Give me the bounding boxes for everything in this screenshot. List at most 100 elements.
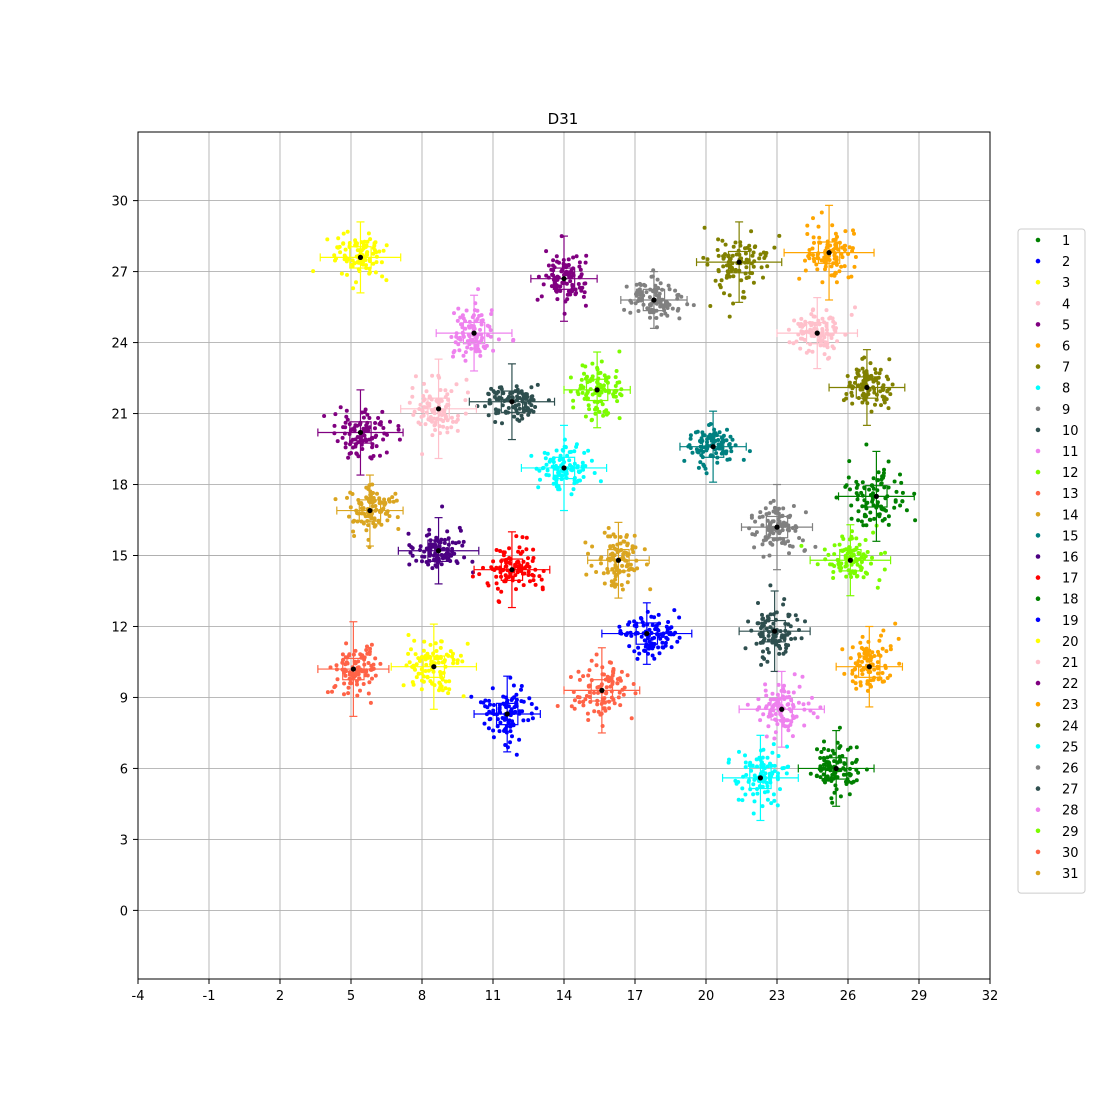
- data-point: [577, 264, 582, 269]
- data-point: [765, 659, 770, 664]
- data-point: [861, 575, 866, 580]
- data-point: [600, 724, 605, 728]
- data-point: [716, 442, 721, 447]
- data-point: [514, 587, 518, 592]
- data-point: [355, 248, 360, 253]
- data-point: [772, 736, 777, 741]
- data-point: [504, 560, 509, 565]
- data-point: [822, 746, 826, 751]
- data-point: [530, 572, 535, 577]
- data-point: [366, 523, 371, 528]
- data-point: [512, 705, 517, 710]
- data-point: [803, 510, 808, 515]
- data-point: [812, 240, 816, 245]
- data-point: [446, 536, 451, 541]
- data-point: [860, 480, 865, 485]
- data-point: [829, 273, 834, 278]
- data-point: [835, 339, 840, 344]
- data-point: [858, 387, 863, 392]
- data-point: [636, 290, 640, 295]
- data-point: [344, 408, 349, 413]
- data-point: [429, 659, 434, 664]
- data-point: [335, 677, 340, 682]
- cluster-center-marker: [599, 687, 605, 693]
- data-point: [598, 479, 603, 484]
- data-point: [508, 391, 513, 396]
- data-point: [743, 271, 748, 276]
- data-point: [625, 580, 630, 585]
- data-point: [764, 512, 769, 517]
- data-point: [715, 460, 720, 465]
- data-point: [446, 691, 451, 696]
- data-point: [418, 402, 423, 407]
- cluster-center-marker: [873, 493, 880, 499]
- data-point: [608, 545, 613, 550]
- data-point: [351, 519, 356, 524]
- data-point: [716, 237, 721, 242]
- data-point: [826, 748, 831, 753]
- data-point: [743, 792, 748, 797]
- data-point: [373, 673, 378, 678]
- legend-marker: [1035, 406, 1041, 412]
- data-point: [427, 527, 432, 532]
- data-point: [601, 413, 606, 418]
- data-point: [422, 397, 427, 402]
- data-point: [654, 293, 659, 298]
- data-point: [572, 449, 577, 454]
- data-point: [419, 687, 424, 692]
- data-point: [621, 539, 626, 544]
- data-point: [822, 739, 826, 744]
- data-point: [622, 307, 627, 312]
- cluster-center-marker: [357, 429, 364, 436]
- data-point: [374, 433, 379, 438]
- y-axis-ticks: 0 3 6 9 12 15 18 21 24 27 30: [111, 195, 138, 919]
- data-point: [772, 769, 777, 774]
- data-point: [483, 346, 487, 351]
- data-point: [348, 680, 353, 685]
- data-point: [465, 641, 470, 646]
- cluster-center-marker: [736, 259, 742, 265]
- data-point: [759, 662, 764, 667]
- data-point: [486, 392, 491, 397]
- data-point: [811, 216, 815, 221]
- legend-marker: [1035, 828, 1041, 834]
- chart-title: D31: [548, 110, 579, 128]
- data-point: [788, 624, 793, 629]
- data-point: [519, 684, 524, 688]
- data-point: [677, 615, 682, 620]
- data-point: [716, 269, 721, 274]
- data-point: [860, 504, 865, 509]
- data-point: [428, 642, 433, 647]
- legend: 1234567891011121314151617181920212223242…: [1017, 228, 1086, 894]
- data-point: [497, 703, 502, 707]
- data-point: [430, 373, 435, 378]
- data-point: [372, 516, 377, 521]
- data-point: [356, 665, 361, 670]
- data-point: [798, 346, 803, 351]
- data-point: [520, 416, 525, 421]
- data-point: [513, 573, 518, 578]
- data-point: [713, 431, 718, 436]
- data-point: [535, 382, 540, 387]
- data-point: [583, 303, 588, 308]
- data-point: [337, 244, 342, 249]
- data-point: [721, 264, 726, 269]
- data-point: [838, 794, 843, 799]
- data-point: [812, 326, 817, 331]
- data-point: [536, 485, 541, 490]
- data-point: [617, 624, 622, 629]
- x-tick-label: 8: [418, 989, 426, 1004]
- data-point: [373, 270, 378, 275]
- data-point: [381, 248, 386, 253]
- data-point: [810, 308, 815, 313]
- data-point: [322, 414, 327, 418]
- data-point: [811, 711, 816, 716]
- data-point: [751, 792, 756, 797]
- data-point: [586, 673, 591, 678]
- data-point: [898, 472, 902, 477]
- data-point: [418, 544, 423, 549]
- data-point: [438, 670, 443, 674]
- data-point: [469, 346, 474, 351]
- data-point: [765, 614, 770, 619]
- legend-label: 5: [1062, 318, 1070, 333]
